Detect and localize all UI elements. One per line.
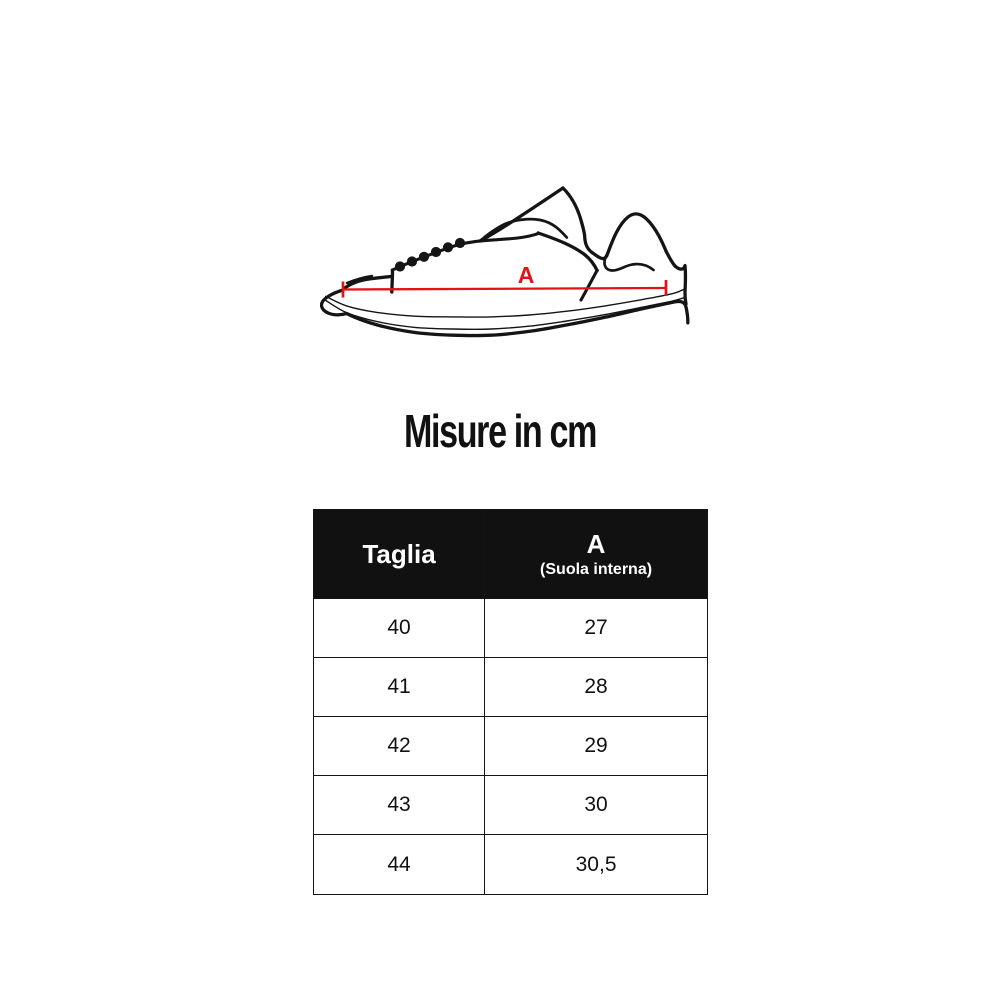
svg-text:A: A (518, 262, 535, 288)
